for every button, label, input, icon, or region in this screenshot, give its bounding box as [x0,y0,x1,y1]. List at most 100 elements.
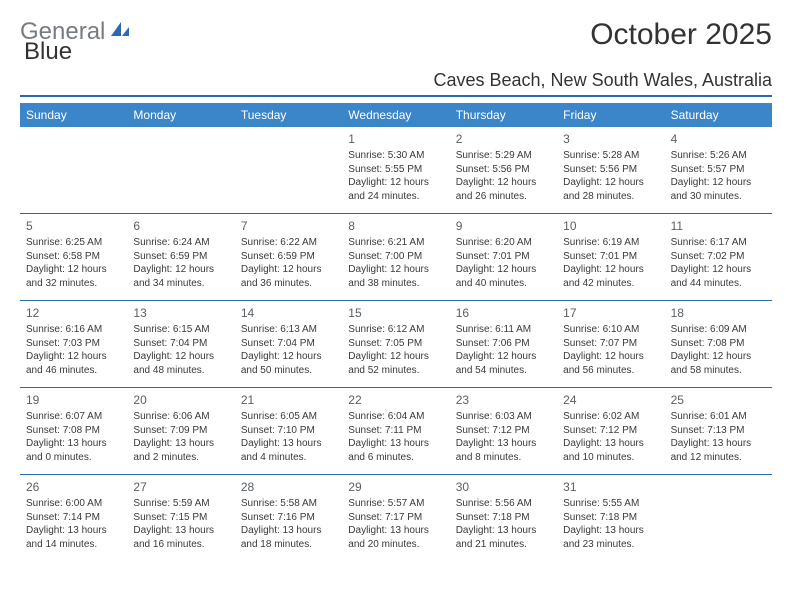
day-info: Sunrise: 6:21 AMSunset: 7:00 PMDaylight:… [348,236,443,290]
day-number: 23 [456,392,551,408]
calendar-cell: 27 Sunrise: 5:59 AMSunset: 7:15 PMDayligh… [127,475,234,561]
day-info: Sunrise: 5:55 AMSunset: 7:18 PMDaylight:… [563,497,658,551]
calendar-cell: 5 Sunrise: 6:25 AMSunset: 6:58 PMDaylight… [20,214,127,300]
day-number: 28 [241,479,336,495]
day-number: 8 [348,218,443,234]
weekday-header: Sunday Monday Tuesday Wednesday Thursday… [20,103,772,127]
calendar-cell: 4Sunrise: 5:26 AMSunset: 5:57 PMDaylight… [665,127,772,213]
weekday-col: Tuesday [235,103,342,127]
calendar-cell: 14 Sunrise: 6:13 AMSunset: 7:04 PMDayligh… [235,301,342,387]
day-info: Sunrise: 6:12 AMSunset: 7:05 PMDaylight:… [348,323,443,377]
calendar-cell: 31 Sunrise: 5:55 AMSunset: 7:18 PMDayligh… [557,475,664,561]
day-number: 27 [133,479,228,495]
day-number: 29 [348,479,443,495]
weekday-col: Monday [127,103,234,127]
day-info: Sunrise: 6:02 AMSunset: 7:12 PMDaylight:… [563,410,658,464]
calendar-cell: 1 Sunrise: 5:30 AMSunset: 5:55 PMDaylight… [342,127,449,213]
day-info: Sunrise: 6:22 AMSunset: 6:59 PMDaylight:… [241,236,336,290]
day-number: 5 [26,218,121,234]
calendar-cell: 26 Sunrise: 6:00 AMSunset: 7:14 PMDayligh… [20,475,127,561]
day-info: Sunrise: 6:10 AMSunset: 7:07 PMDaylight:… [563,323,658,377]
calendar-cell: 13 Sunrise: 6:15 AMSunset: 7:04 PMDayligh… [127,301,234,387]
calendar-cell: 25 Sunrise: 6:01 AMSunset: 7:13 PMDayligh… [665,388,772,474]
day-info: Sunrise: 6:01 AMSunset: 7:13 PMDaylight:… [671,410,766,464]
calendar-cell: 7 Sunrise: 6:22 AMSunset: 6:59 PMDaylight… [235,214,342,300]
calendar-cell: 18 Sunrise: 6:09 AMSunset: 7:08 PMDayligh… [665,301,772,387]
day-info: Sunrise: 6:16 AMSunset: 7:03 PMDaylight:… [26,323,121,377]
day-info: Sunrise: 6:20 AMSunset: 7:01 PMDaylight:… [456,236,551,290]
day-number: 21 [241,392,336,408]
calendar-cell: 2 Sunrise: 5:29 AMSunset: 5:56 PMDaylight… [450,127,557,213]
calendar-cell [127,127,234,213]
calendar-cell: 22 Sunrise: 6:04 AMSunset: 7:11 PMDayligh… [342,388,449,474]
day-number: 10 [563,218,658,234]
day-info: Sunrise: 5:56 AMSunset: 7:18 PMDaylight:… [456,497,551,551]
calendar: Sunday Monday Tuesday Wednesday Thursday… [20,103,772,561]
calendar-cell: 23Sunrise: 6:03 AMSunset: 7:12 PMDayligh… [450,388,557,474]
calendar-cell: 28 Sunrise: 5:58 AMSunset: 7:16 PMDayligh… [235,475,342,561]
calendar-cell: 16 Sunrise: 6:11 AMSunset: 7:06 PMDayligh… [450,301,557,387]
day-info: Sunrise: 5:57 AMSunset: 7:17 PMDaylight:… [348,497,443,551]
day-info: Sunrise: 6:25 AMSunset: 6:58 PMDaylight:… [26,236,121,290]
day-info: Sunrise: 5:26 AMSunset: 5:57 PMDaylight:… [671,149,766,203]
day-info: Sunrise: 6:13 AMSunset: 7:04 PMDaylight:… [241,323,336,377]
day-info: Sunrise: 6:09 AMSunset: 7:08 PMDaylight:… [671,323,766,377]
calendar-cell: 3Sunrise: 5:28 AMSunset: 5:56 PMDaylight… [557,127,664,213]
day-info: Sunrise: 6:24 AMSunset: 6:59 PMDaylight:… [133,236,228,290]
day-info: Sunrise: 6:07 AMSunset: 7:08 PMDaylight:… [26,410,121,464]
weekday-col: Saturday [665,103,772,127]
day-info: Sunrise: 6:11 AMSunset: 7:06 PMDaylight:… [456,323,551,377]
calendar-cell: 24 Sunrise: 6:02 AMSunset: 7:12 PMDayligh… [557,388,664,474]
day-number: 15 [348,305,443,321]
calendar-cell: 6 Sunrise: 6:24 AMSunset: 6:59 PMDaylight… [127,214,234,300]
calendar-cell: 19 Sunrise: 6:07 AMSunset: 7:08 PMDayligh… [20,388,127,474]
day-number: 7 [241,218,336,234]
day-number: 31 [563,479,658,495]
day-info: Sunrise: 6:00 AMSunset: 7:14 PMDaylight:… [26,497,121,551]
day-number: 30 [456,479,551,495]
day-number: 19 [26,392,121,408]
calendar-cell: 20Sunrise: 6:06 AMSunset: 7:09 PMDayligh… [127,388,234,474]
calendar-cell: 11Sunrise: 6:17 AMSunset: 7:02 PMDayligh… [665,214,772,300]
calendar-cell [20,127,127,213]
day-info: Sunrise: 6:15 AMSunset: 7:04 PMDaylight:… [133,323,228,377]
day-number: 22 [348,392,443,408]
day-info: Sunrise: 5:59 AMSunset: 7:15 PMDaylight:… [133,497,228,551]
day-number: 11 [671,218,766,234]
calendar-cell: 8 Sunrise: 6:21 AMSunset: 7:00 PMDaylight… [342,214,449,300]
day-info: Sunrise: 5:58 AMSunset: 7:16 PMDaylight:… [241,497,336,551]
weekday-col: Sunday [20,103,127,127]
day-number: 9 [456,218,551,234]
weekday-col: Thursday [450,103,557,127]
calendar-cell: 12 Sunrise: 6:16 AMSunset: 7:03 PMDayligh… [20,301,127,387]
day-number: 25 [671,392,766,408]
day-number: 14 [241,305,336,321]
day-number: 16 [456,305,551,321]
day-info: Sunrise: 6:05 AMSunset: 7:10 PMDaylight:… [241,410,336,464]
calendar-grid: 1 Sunrise: 5:30 AMSunset: 5:55 PMDaylight… [20,127,772,561]
day-number: 24 [563,392,658,408]
day-number: 3 [563,131,658,147]
calendar-cell: 15 Sunrise: 6:12 AMSunset: 7:05 PMDayligh… [342,301,449,387]
day-number: 12 [26,305,121,321]
day-number: 2 [456,131,551,147]
calendar-cell: 29 Sunrise: 5:57 AMSunset: 7:17 PMDayligh… [342,475,449,561]
calendar-cell: 10Sunrise: 6:19 AMSunset: 7:01 PMDayligh… [557,214,664,300]
day-number: 6 [133,218,228,234]
day-number: 18 [671,305,766,321]
location-line: Caves Beach, New South Wales, Australia [20,70,772,97]
calendar-cell: 17 Sunrise: 6:10 AMSunset: 7:07 PMDayligh… [557,301,664,387]
sail-icon [109,20,131,38]
brand-part2: Blue [24,38,72,65]
day-info: Sunrise: 5:29 AMSunset: 5:56 PMDaylight:… [456,149,551,203]
day-number: 1 [348,131,443,147]
day-number: 13 [133,305,228,321]
day-info: Sunrise: 6:04 AMSunset: 7:11 PMDaylight:… [348,410,443,464]
day-info: Sunrise: 5:30 AMSunset: 5:55 PMDaylight:… [348,149,443,203]
day-info: Sunrise: 6:06 AMSunset: 7:09 PMDaylight:… [133,410,228,464]
calendar-cell: 21 Sunrise: 6:05 AMSunset: 7:10 PMDayligh… [235,388,342,474]
day-number: 26 [26,479,121,495]
calendar-cell [235,127,342,213]
day-number: 17 [563,305,658,321]
calendar-cell: 30 Sunrise: 5:56 AMSunset: 7:18 PMDayligh… [450,475,557,561]
